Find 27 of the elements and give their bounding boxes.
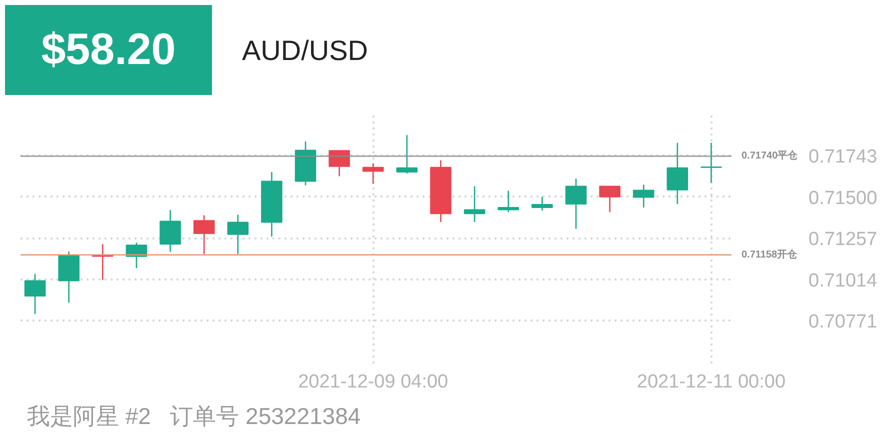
candlestick [193,214,215,255]
text: 我是阿星 #2 订单号 253221384 [26,402,361,431]
candlestick [532,196,553,212]
candlestick [632,184,654,208]
candlestick [396,134,418,174]
chart-title: $58.20 [5,5,212,95]
candlestick [666,142,688,205]
candlestick [498,190,520,213]
candlestick [599,186,620,213]
x-tick-label: 2021-12-09 04:00 [298,372,448,392]
y-tick-label: 0.71500 [808,188,878,209]
y-tick-label: 0.71257 [808,229,878,250]
candlestick [160,209,181,252]
ref-line-label: 0.71158开仓 [742,248,798,260]
y-tick-label: 0.71014 [808,270,878,292]
candlestick [227,214,249,255]
x-tick-label: 2021-12-11 00:00 [636,372,786,392]
candlestick [24,273,46,314]
candlestick [362,162,384,184]
candlestick [565,178,587,230]
chart-subtitle: AUD/USD [242,34,368,68]
ref-line-label: 0.71740平仓 [742,150,799,162]
candlestick [328,150,350,177]
candlestick [700,142,722,184]
y-tick-label: 0.71743 [808,146,878,168]
y-tick-label: 0.70771 [808,311,878,332]
candlestick [464,186,486,223]
